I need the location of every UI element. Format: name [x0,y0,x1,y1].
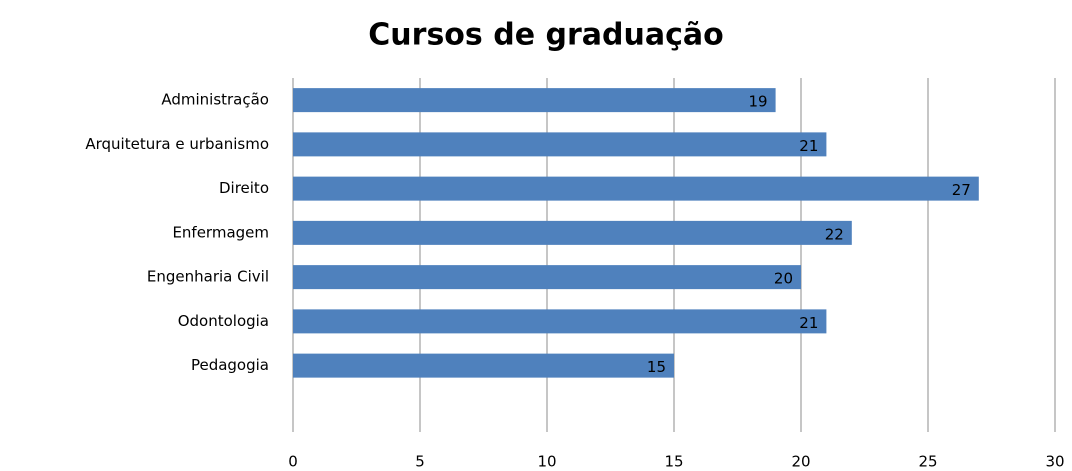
y-tick-label: Odontologia [178,312,269,330]
bar [293,88,776,113]
data-label: 20 [774,270,793,288]
bar [293,353,674,378]
y-tick-label: Enfermagem [172,223,269,241]
data-label: 15 [647,358,666,376]
bar [293,132,827,157]
y-tick-label: Administração [161,91,269,109]
data-label: 19 [749,93,768,111]
bar [293,176,979,201]
x-tick-label: 5 [415,453,425,471]
x-tick-label: 25 [918,453,937,471]
bar [293,265,801,290]
y-tick-label: Arquitetura e urbanismo [85,135,269,153]
y-tick-label: Engenharia Civil [147,268,269,286]
data-label: 21 [799,137,818,155]
x-tick-label: 10 [537,453,556,471]
x-tick-label: 30 [1045,453,1064,471]
data-label: 22 [825,225,844,243]
bar [293,309,827,334]
chart-title: Cursos de graduação [368,18,723,53]
data-label: 21 [799,314,818,332]
bar [293,220,852,245]
y-tick-label: Direito [219,179,269,197]
y-tick-label: Pedagogia [191,356,269,374]
x-tick-label: 20 [791,453,810,471]
x-tick-label: 0 [288,453,298,471]
data-label: 27 [952,181,971,199]
x-tick-label: 15 [664,453,683,471]
